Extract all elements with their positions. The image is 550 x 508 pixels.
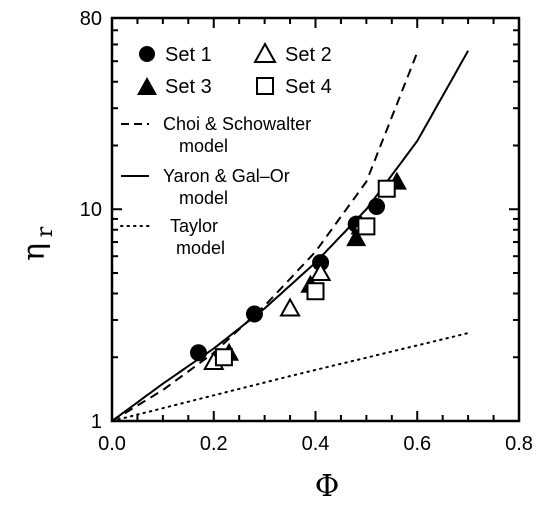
legend-label-set3: Set 3 bbox=[165, 76, 212, 98]
legend-marker-set3 bbox=[137, 77, 157, 95]
x-tick-label: 0.4 bbox=[302, 433, 330, 455]
point-set4 bbox=[357, 217, 376, 236]
x-tick-label: 0.6 bbox=[403, 433, 431, 455]
legend: Set 1 Set 2 Set 3 Set 4 Choi & Schowalte… bbox=[120, 41, 332, 258]
y-axis-title-subscript: r bbox=[33, 226, 58, 237]
x-tick-label: 0.8 bbox=[505, 433, 533, 455]
point-set1 bbox=[368, 198, 386, 216]
y-tick-label: 10 bbox=[80, 199, 102, 221]
legend-marker-set1 bbox=[139, 46, 155, 62]
y-axis-title: η r bbox=[17, 226, 58, 261]
legend-label-taylor-line1: Taylor bbox=[170, 216, 218, 236]
point-set3 bbox=[346, 228, 367, 247]
point-set4 bbox=[214, 348, 233, 367]
legend-label-set4: Set 4 bbox=[285, 76, 332, 98]
legend-label-set2: Set 2 bbox=[285, 44, 332, 66]
x-tick-label: 0.0 bbox=[98, 433, 126, 455]
x-tick-label: 0.2 bbox=[200, 433, 228, 455]
legend-marker-set4 bbox=[256, 77, 274, 95]
x-axis-title: Φ bbox=[315, 469, 340, 504]
y-axis-title-eta: η bbox=[17, 243, 52, 261]
points-layer bbox=[189, 171, 407, 370]
curve-taylor-model bbox=[111, 332, 470, 422]
y-tick-label: 1 bbox=[91, 411, 102, 433]
point-set1 bbox=[245, 305, 263, 323]
point-set4 bbox=[377, 179, 396, 198]
legend-label-set1: Set 1 bbox=[165, 44, 212, 66]
y-tick-label: 80 bbox=[80, 8, 102, 30]
point-set1 bbox=[189, 344, 207, 362]
point-set4 bbox=[306, 282, 325, 301]
legend-label-choi-line2: model bbox=[179, 136, 228, 156]
legend-label-yaron-line1: Yaron & Gal–Or bbox=[163, 166, 290, 186]
legend-label-taylor-line2: model bbox=[176, 238, 225, 258]
curves-layer bbox=[111, 50, 470, 422]
point-set2 bbox=[279, 297, 301, 317]
legend-marker-set2 bbox=[253, 41, 277, 63]
point-set2 bbox=[309, 261, 332, 281]
curve-choi-schowalter-model bbox=[111, 52, 419, 422]
curve-yaron-gal-or-model bbox=[111, 50, 469, 422]
plot-frame bbox=[110, 16, 521, 423]
legend-label-choi-line1: Choi & Schowalter bbox=[163, 114, 311, 134]
legend-label-yaron-line2: model bbox=[179, 188, 228, 208]
